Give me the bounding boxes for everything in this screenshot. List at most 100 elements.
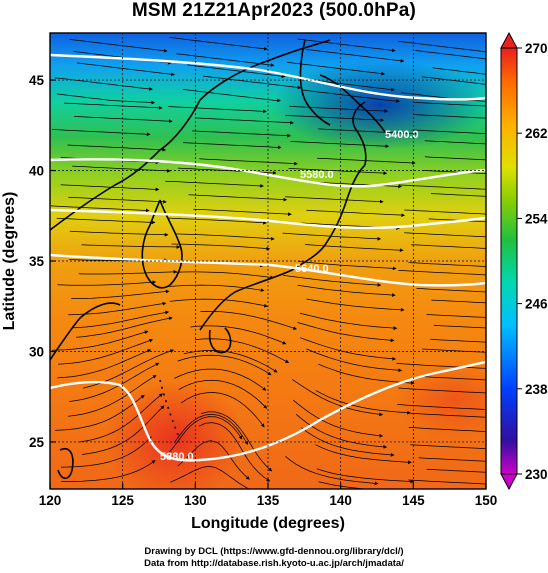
streamline — [398, 40, 486, 53]
streamline — [432, 67, 486, 75]
streamline — [76, 62, 175, 77]
colorbar-tick-label: 262 — [525, 126, 548, 141]
contour-5700 — [50, 253, 486, 287]
contour-label-5640: 5640.0 — [295, 263, 329, 275]
streamline — [195, 117, 294, 125]
streamline — [199, 158, 298, 166]
streamline — [414, 50, 486, 60]
streamline — [397, 404, 486, 410]
streamline — [295, 414, 388, 449]
x-tick-label: 140 — [329, 493, 352, 508]
streamline — [299, 312, 398, 330]
colorbar-bottom-arrow — [500, 473, 518, 491]
colorbar-ramp — [500, 47, 518, 475]
streamline — [396, 362, 486, 369]
streamline — [180, 392, 265, 428]
streamline — [412, 129, 486, 135]
streamline — [424, 156, 486, 161]
streamline — [165, 180, 264, 188]
contour-5640 — [50, 208, 486, 230]
y-axis: 25 30 35 40 45 — [29, 73, 56, 450]
streamline — [194, 338, 290, 363]
streamline — [408, 479, 486, 485]
streamline — [433, 324, 486, 329]
streamline — [82, 405, 165, 455]
streamline — [412, 114, 486, 119]
streamline — [187, 64, 286, 79]
streamline — [306, 348, 403, 373]
streamline — [188, 194, 288, 202]
streamline — [68, 375, 157, 417]
streamline — [290, 141, 390, 149]
colorbar-tick-label: 238 — [525, 382, 548, 397]
streamline — [426, 314, 486, 318]
streamline — [297, 38, 396, 53]
colorbar-tick-label: 230 — [525, 467, 548, 482]
credits: Drawing by DCL (https://www.gfd-dennou.o… — [0, 546, 548, 570]
streamline — [424, 140, 486, 145]
streamline — [182, 142, 282, 150]
streamline — [183, 350, 278, 373]
streamline — [284, 196, 384, 204]
colorbar-tick-label: 270 — [525, 41, 548, 56]
streamline — [192, 130, 291, 138]
x-tick-label: 120 — [39, 493, 62, 508]
y-tick-label: 40 — [29, 164, 44, 179]
streamline — [289, 105, 389, 113]
streamline — [430, 338, 486, 343]
streamline — [78, 270, 178, 275]
streamline — [398, 184, 486, 190]
streamline — [168, 416, 243, 454]
contour-5880 — [50, 360, 486, 462]
streamline — [418, 457, 486, 462]
streamline — [193, 208, 292, 216]
streamline — [171, 243, 271, 251]
streamline — [318, 481, 371, 489]
streamline — [190, 325, 287, 345]
streamline — [421, 76, 486, 85]
streamline — [81, 244, 181, 249]
streamline — [292, 399, 384, 438]
x-tick-label: 150 — [475, 493, 498, 508]
streamline — [76, 316, 173, 338]
streamline — [418, 376, 486, 381]
streamline — [298, 261, 397, 271]
streamline — [71, 289, 170, 299]
streamline — [285, 114, 385, 122]
height-contours — [50, 53, 486, 462]
streamline — [168, 217, 267, 225]
streamline — [72, 165, 171, 173]
x-tick-label: 125 — [111, 493, 134, 508]
streamline — [428, 218, 486, 223]
streamline — [398, 270, 486, 276]
x-tick-label: 130 — [184, 493, 207, 508]
streamline — [426, 468, 486, 473]
streamline — [297, 284, 396, 297]
streamline — [410, 444, 486, 450]
streamline — [283, 274, 382, 287]
map-title: MSM 21Z21Apr2023 (500.0hPa) — [131, 0, 417, 21]
streamline — [413, 102, 486, 107]
streamline — [431, 299, 486, 304]
streamline — [69, 362, 160, 402]
colorbar: 230 238 246 254 262 270 — [500, 31, 548, 491]
gridlines — [50, 33, 486, 489]
streamline — [57, 349, 152, 379]
streamline — [71, 310, 170, 329]
streamline — [170, 465, 250, 489]
streamline — [411, 244, 486, 249]
streamline — [56, 93, 156, 105]
streamline — [79, 393, 163, 443]
contour-5400 — [50, 53, 486, 101]
streamline — [288, 168, 388, 176]
streamline — [408, 262, 486, 267]
streamline — [315, 444, 412, 465]
y-tick-label: 35 — [29, 254, 45, 269]
streamline — [306, 298, 405, 312]
credit-line-data: Data from http://database.rish.kyoto-u.a… — [144, 558, 404, 569]
streamline — [173, 413, 248, 445]
streamline — [175, 271, 275, 280]
streamline — [60, 184, 160, 192]
x-tick-label: 135 — [257, 493, 280, 508]
